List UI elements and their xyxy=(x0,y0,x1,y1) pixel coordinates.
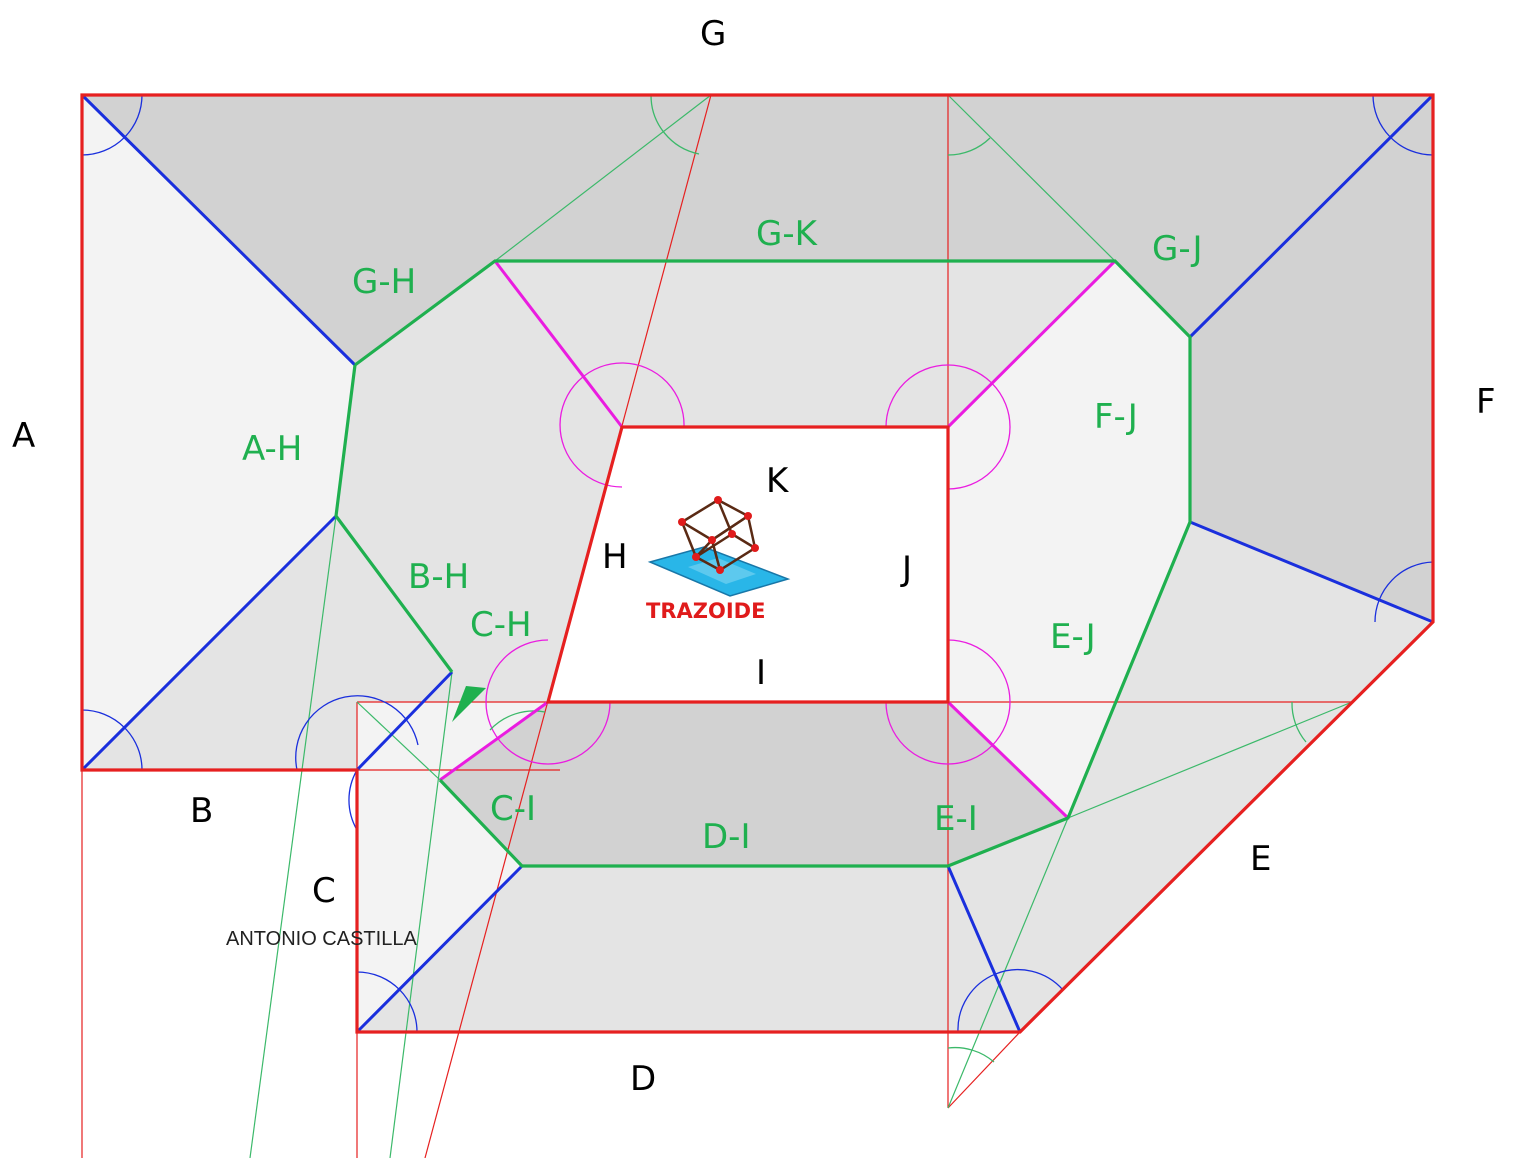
angle-arc xyxy=(947,1046,995,1063)
ridge-line xyxy=(334,364,454,673)
hip-lines xyxy=(80,93,1435,1034)
angle-arc xyxy=(947,364,1011,490)
hip-line xyxy=(80,514,338,772)
edge-label-ei: E-I xyxy=(934,799,978,839)
hip-line xyxy=(1189,520,1434,624)
angle-arc xyxy=(485,639,549,703)
face-h xyxy=(336,261,622,702)
angle-arc xyxy=(885,701,949,765)
edge-label-ej: E-J xyxy=(1050,617,1096,657)
face-b xyxy=(82,516,452,770)
face-f xyxy=(1190,95,1433,622)
vertex-labels: G A F B C D E H K J I xyxy=(12,14,1496,1099)
vertex-label-f: F xyxy=(1476,382,1496,422)
vertex-label-h: H xyxy=(602,537,628,577)
construction-line xyxy=(389,671,453,1158)
edge-label-ah: A-H xyxy=(242,429,302,469)
ridge-line xyxy=(354,259,1192,868)
trazoide-logo-icon: TRAZOIDE xyxy=(646,496,791,623)
ridge-lines xyxy=(334,259,1192,868)
outline-walls xyxy=(80,93,1435,1034)
vertex-label-k: K xyxy=(766,461,790,501)
face-g-right xyxy=(948,95,1433,337)
angle-arc xyxy=(1291,701,1307,743)
angle-arc xyxy=(489,710,546,731)
vertex-label-c: C xyxy=(312,871,336,911)
angle-arc xyxy=(1374,561,1434,623)
angle-arc xyxy=(650,94,700,155)
face-g-left xyxy=(82,95,948,365)
construction-line xyxy=(249,515,337,1158)
logo-cube xyxy=(679,498,757,572)
construction-line xyxy=(947,817,1069,1109)
edge-label-bh: B-H xyxy=(408,557,469,597)
construction-line xyxy=(947,1031,1021,1109)
face-a xyxy=(82,95,355,770)
construction-line xyxy=(947,94,1116,262)
hip-line xyxy=(946,865,1022,1033)
hip-line xyxy=(1188,93,1435,339)
angle-arc xyxy=(947,639,1011,765)
hip-line xyxy=(355,670,454,772)
hip-line xyxy=(355,864,524,1034)
logo-cube-nodes xyxy=(678,496,759,574)
construction-line xyxy=(1067,701,1353,819)
face-c xyxy=(357,702,548,1032)
ridge-arrow xyxy=(452,686,486,722)
outer-wall xyxy=(80,93,1435,1034)
angle-arc xyxy=(885,364,949,428)
face-i xyxy=(440,702,1068,866)
face-k xyxy=(495,261,1115,427)
face-j xyxy=(948,261,1190,818)
edge-label-ci: C-I xyxy=(490,789,536,829)
edge-label-ch: C-H xyxy=(470,605,532,645)
edge-label-gh: G-H xyxy=(352,262,416,302)
construction-line xyxy=(494,94,712,262)
valley-line xyxy=(946,700,1070,820)
vertex-label-d: D xyxy=(630,1059,656,1099)
vertex-label-b: B xyxy=(190,791,213,831)
angle-arc xyxy=(559,362,685,488)
roof-faces xyxy=(82,95,1433,1032)
edge-label-di: D-I xyxy=(702,817,750,857)
angle-arc xyxy=(348,769,358,831)
valley-lines xyxy=(439,259,1117,820)
angle-arc xyxy=(485,701,611,765)
face-d xyxy=(357,866,1020,1032)
angle-arc xyxy=(947,137,991,156)
valley-line xyxy=(439,700,549,782)
edge-label-gk: G-K xyxy=(756,214,819,254)
valley-line xyxy=(493,260,624,428)
construction-line xyxy=(356,701,441,781)
vertex-label-j: J xyxy=(900,549,912,589)
vertex-label-e: E xyxy=(1250,839,1271,879)
face-e xyxy=(948,522,1433,1032)
logo-text: TRAZOIDE xyxy=(646,599,765,623)
valley-line xyxy=(946,259,1117,429)
courtyard-wall xyxy=(545,425,950,704)
edge-label-gj: G-J xyxy=(1152,229,1203,269)
author-credit: ANTONIO CASTILLA xyxy=(226,928,417,950)
vertex-label-a: A xyxy=(12,416,35,456)
vertex-label-g: G xyxy=(700,14,726,54)
edge-labels: G-H G-K G-J A-H B-H C-H F-J E-J C-I D-I … xyxy=(242,214,1203,857)
edge-label-fj: F-J xyxy=(1094,397,1138,437)
hip-line xyxy=(80,93,357,367)
vertex-label-i: I xyxy=(756,653,766,693)
